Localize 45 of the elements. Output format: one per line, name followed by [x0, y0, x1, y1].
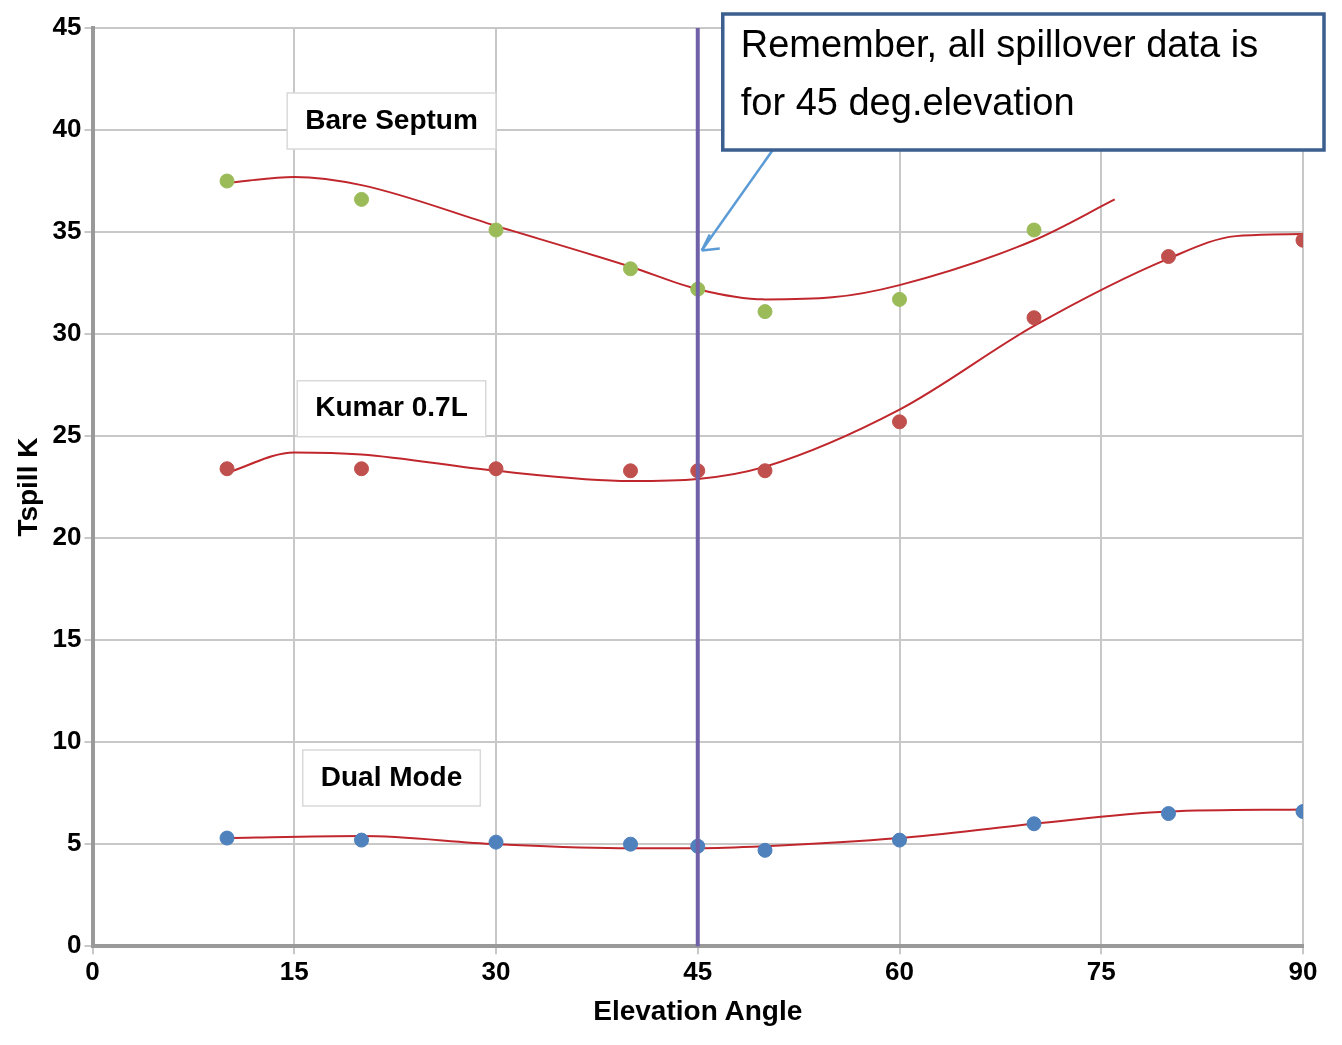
y-tick-label: 10 [52, 725, 82, 756]
point [892, 291, 908, 307]
y-axis-title: Tspill K [11, 437, 43, 537]
x-axis-title: Elevation Angle [593, 994, 803, 1026]
x-tick-label: 45 [683, 955, 713, 986]
y-tick-label: 35 [52, 215, 82, 246]
point [892, 832, 908, 848]
point [623, 463, 639, 479]
point [354, 832, 370, 848]
point [488, 834, 504, 850]
point [354, 191, 370, 207]
y-tick-label: 20 [52, 521, 82, 552]
point [1161, 806, 1176, 822]
y-tick-label: 45 [52, 11, 82, 42]
x-tick-label: 75 [1086, 955, 1116, 986]
y-tick-label: 30 [52, 317, 82, 348]
text: Bare Septum [305, 103, 478, 135]
y-tick-label: 5 [67, 827, 82, 858]
point [1026, 310, 1042, 326]
point [623, 836, 639, 852]
x-tick-label: 90 [1288, 955, 1318, 986]
point [757, 463, 773, 479]
point [757, 304, 773, 320]
point [219, 461, 235, 477]
point [892, 414, 908, 430]
y-tick-label: 40 [52, 113, 82, 144]
point [354, 461, 370, 477]
point [219, 830, 235, 846]
annotation: Remember, all spillover data is for 45 deg.elevation [740, 23, 1259, 124]
y-tick-label: 25 [52, 419, 82, 450]
point [219, 173, 235, 189]
x-tick-label: 30 [481, 955, 511, 986]
point [1161, 249, 1176, 265]
point [488, 461, 504, 477]
point [757, 842, 773, 858]
series-label: Kumar 0.7L [315, 391, 468, 423]
x-tick-label: 60 [885, 955, 914, 986]
point [623, 261, 639, 277]
y-tick-label: 15 [52, 623, 82, 654]
point [488, 222, 504, 238]
x-tick-label: 15 [279, 955, 309, 986]
point [1026, 222, 1042, 238]
y-tick-label: 0 [67, 929, 82, 960]
point [1026, 816, 1042, 832]
series-label: Dual Mode [320, 760, 463, 792]
